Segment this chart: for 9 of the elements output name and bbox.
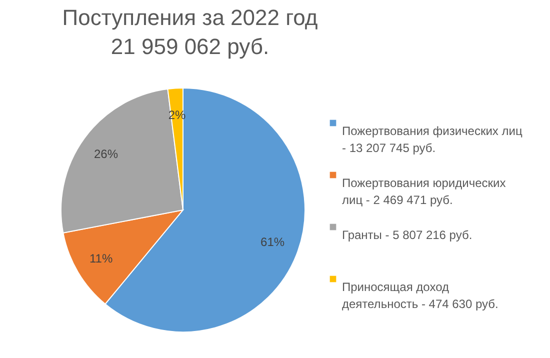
legend-label: Пожертвования физических лиц - 13 207 745 руб. <box>342 124 522 155</box>
legend-label: Пожертвования юридических лиц - 2 469 471 руб. <box>342 176 506 207</box>
data-label: 61% <box>260 235 285 250</box>
text: 21 959 062 руб. <box>110 34 270 59</box>
legend-label: Приносящая доход деятельность - 474 630 руб. <box>342 280 498 311</box>
data-label: 26% <box>94 147 118 162</box>
legend-label: Гранты - 5 807 216 руб. <box>342 228 472 242</box>
data-label: 11% <box>90 251 113 266</box>
text: Поступления за 2022 год <box>62 5 318 30</box>
